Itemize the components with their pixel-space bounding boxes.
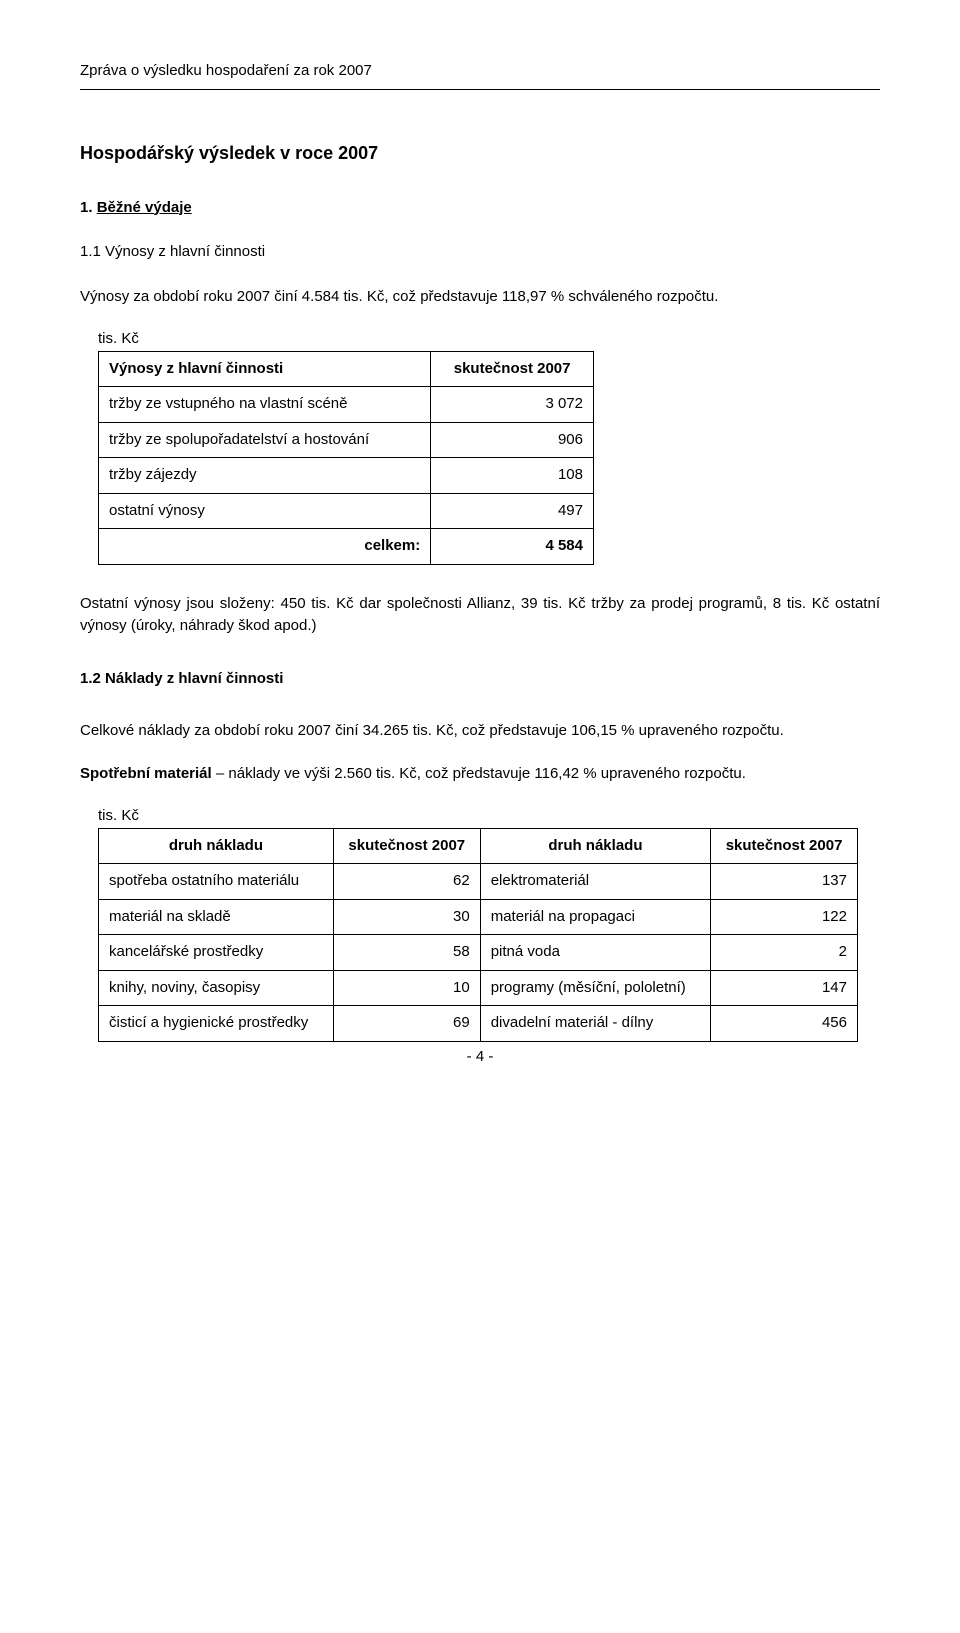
para-spotrebni-rest: náklady ve výši 2.560 tis. Kč, což předs… [224, 765, 746, 782]
unit-label-2: tis. Kč [98, 805, 880, 828]
t2-head-3: druh nákladu [480, 828, 710, 864]
t2-r2-l2: pitná voda [480, 935, 710, 971]
t2-r3-l1: knihy, noviny, časopisy [99, 970, 334, 1006]
section-1-number: 1. [80, 199, 93, 216]
t1-r1-label: tržby ze spolupořadatelství a hostování [99, 422, 431, 458]
unit-label-1: tis. Kč [98, 328, 880, 351]
para-spotrebni-dash: – [212, 765, 225, 782]
table-costs: druh nákladu skutečnost 2007 druh náklad… [98, 828, 858, 1042]
para-1-1: Výnosy za období roku 2007 činí 4.584 ti… [80, 286, 880, 309]
t2-r1-l1: materiál na skladě [99, 899, 334, 935]
section-1-heading: 1. Běžné výdaje [80, 197, 880, 220]
main-title: Hospodářský výsledek v roce 2007 [80, 140, 880, 167]
subsection-1-2-heading: 1.2 Náklady z hlavní činnosti [80, 668, 880, 691]
t1-head-left: Výnosy z hlavní činnosti [99, 351, 431, 387]
table-row: tržby ze vstupného na vlastní scéně 3 07… [99, 387, 594, 423]
t1-r0-label: tržby ze vstupného na vlastní scéně [99, 387, 431, 423]
t2-r2-l1: kancelářské prostředky [99, 935, 334, 971]
t1-total-val: 4 584 [431, 529, 594, 565]
para-spotrebni-bold: Spotřební materiál [80, 765, 212, 782]
table-row: knihy, noviny, časopisy 10 programy (měs… [99, 970, 858, 1006]
para-spotrebni: Spotřební materiál – náklady ve výši 2.5… [80, 763, 880, 786]
para-ostatni: Ostatní výnosy jsou složeny: 450 tis. Kč… [80, 593, 880, 638]
t1-r3-label: ostatní výnosy [99, 493, 431, 529]
page-header: Zpráva o výsledku hospodaření za rok 200… [80, 60, 880, 83]
t2-r0-v1: 62 [333, 864, 480, 900]
t2-r2-v2: 2 [711, 935, 858, 971]
t1-r1-val: 906 [431, 422, 594, 458]
t2-r0-l2: elektromateriál [480, 864, 710, 900]
table-row: ostatní výnosy 497 [99, 493, 594, 529]
t2-r4-v2: 456 [711, 1006, 858, 1042]
t2-head-2: skutečnost 2007 [333, 828, 480, 864]
t2-r4-l1: čisticí a hygienické prostředky [99, 1006, 334, 1042]
subsection-1-1-heading: 1.1 Výnosy z hlavní činnosti [80, 241, 880, 264]
t2-head-4: skutečnost 2007 [711, 828, 858, 864]
table-total-row: celkem: 4 584 [99, 529, 594, 565]
table-income: Výnosy z hlavní činnosti skutečnost 2007… [98, 351, 594, 565]
t2-r1-l2: materiál na propagaci [480, 899, 710, 935]
t1-r2-val: 108 [431, 458, 594, 494]
t2-r0-v2: 137 [711, 864, 858, 900]
t2-r3-v2: 147 [711, 970, 858, 1006]
table-row: kancelářské prostředky 58 pitná voda 2 [99, 935, 858, 971]
para-1-2: Celkové náklady za období roku 2007 činí… [80, 720, 880, 743]
table-row: tržby zájezdy 108 [99, 458, 594, 494]
t1-r3-val: 497 [431, 493, 594, 529]
t2-r0-l1: spotřeba ostatního materiálu [99, 864, 334, 900]
t1-r0-val: 3 072 [431, 387, 594, 423]
header-rule [80, 89, 880, 90]
page-number: - 4 - [80, 1046, 880, 1069]
t2-head-1: druh nákladu [99, 828, 334, 864]
t1-head-right: skutečnost 2007 [431, 351, 594, 387]
t2-r3-v1: 10 [333, 970, 480, 1006]
t1-r2-label: tržby zájezdy [99, 458, 431, 494]
table-row: čisticí a hygienické prostředky 69 divad… [99, 1006, 858, 1042]
table-row: tržby ze spolupořadatelství a hostování … [99, 422, 594, 458]
table-row: materiál na skladě 30 materiál na propag… [99, 899, 858, 935]
t2-r4-l2: divadelní materiál - dílny [480, 1006, 710, 1042]
t2-r1-v2: 122 [711, 899, 858, 935]
t2-r2-v1: 58 [333, 935, 480, 971]
section-1-label: Běžné výdaje [97, 199, 192, 216]
table-row: spotřeba ostatního materiálu 62 elektrom… [99, 864, 858, 900]
t2-r3-l2: programy (měsíční, pololetní) [480, 970, 710, 1006]
t1-total-label: celkem: [99, 529, 431, 565]
t2-r4-v1: 69 [333, 1006, 480, 1042]
t2-r1-v1: 30 [333, 899, 480, 935]
